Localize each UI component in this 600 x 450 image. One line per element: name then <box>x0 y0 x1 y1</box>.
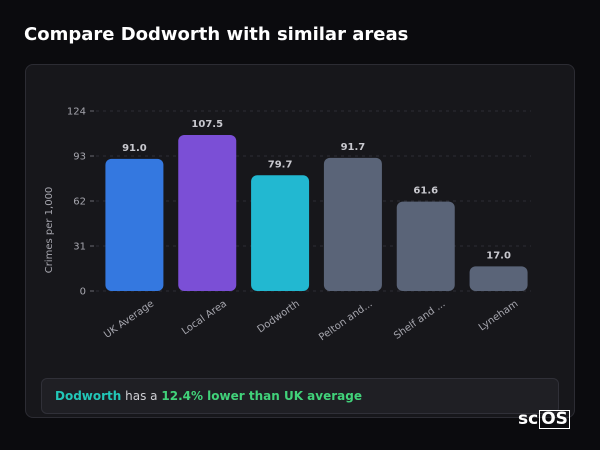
summary-connector: has a <box>125 389 158 403</box>
x-category-label: Lyneham <box>477 298 520 333</box>
summary-banner: Dodworth has a 12.4% lower than UK avera… <box>41 378 559 414</box>
brand-suffix: OS <box>539 408 570 429</box>
x-category-label: UK Average <box>102 298 156 340</box>
brand-logo: sc OS <box>518 409 570 429</box>
bar-value-label: 107.5 <box>191 119 223 130</box>
summary-difference: 12.4% lower than UK average <box>161 389 362 403</box>
bar-value-label: 61.6 <box>413 186 438 197</box>
y-tick-label: 31 <box>73 242 86 253</box>
comparison-card: 0 31 62 93 124 91.0 UK Average 107.5 Local Area 7… <box>25 64 575 418</box>
page-title: Compare Dodworth with similar areas <box>24 24 409 45</box>
x-category-label: Dodworth <box>255 298 301 335</box>
bar-pelton-and[interactable] <box>323 157 382 291</box>
y-tick-label: 124 <box>67 107 86 118</box>
bar-dodworth[interactable] <box>251 175 310 291</box>
y-tick-label: 0 <box>80 287 86 298</box>
bar-value-label: 17.0 <box>486 250 511 261</box>
crime-bar-chart: 0 31 62 93 124 91.0 UK Average 107.5 Local Area 7… <box>44 107 531 343</box>
y-tick-label: 93 <box>73 152 86 163</box>
bar-shelf-and[interactable] <box>396 201 455 291</box>
bar-lyneham[interactable] <box>469 266 528 291</box>
summary-area-name: Dodworth <box>55 389 122 403</box>
bar-uk-average[interactable] <box>105 158 164 291</box>
y-tick-label: 62 <box>73 197 86 208</box>
bar-value-label: 91.0 <box>122 143 147 154</box>
y-axis-title: Crimes per 1,000 <box>44 187 55 274</box>
x-category-label: Pelton and... <box>317 298 375 343</box>
bar-value-label: 91.7 <box>341 142 366 153</box>
x-category-label: Shelf and ... <box>392 298 447 341</box>
brand-prefix: sc <box>518 409 539 429</box>
bar-value-label: 79.7 <box>268 159 293 170</box>
bar-local-area[interactable] <box>178 134 237 291</box>
x-category-label: Local Area <box>180 298 229 337</box>
